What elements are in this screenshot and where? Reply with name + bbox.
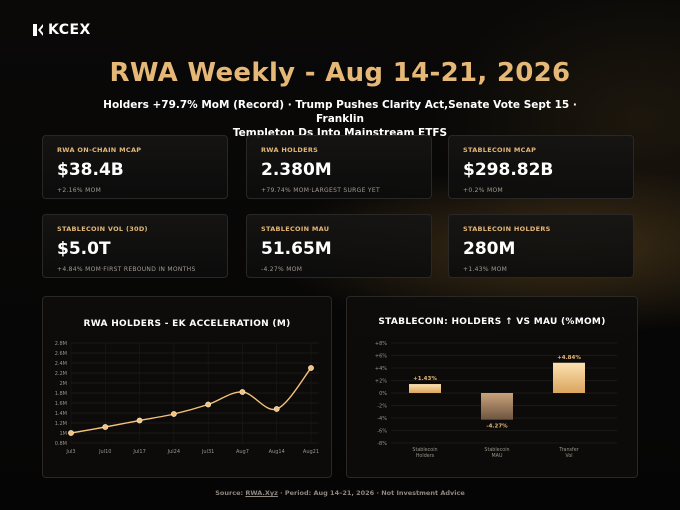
footer-suffix: · Period: Aug 14–21, 2026 · Not Investme… — [277, 489, 465, 497]
kpi-label: RWA ON-CHAIN MCAP — [57, 146, 142, 154]
y-tick-label: 1.4M — [55, 411, 67, 417]
x-tick-label: Jul3 — [65, 449, 75, 455]
kpi-change: +79.74% MOM·LARGEST SURGE YET — [261, 187, 380, 194]
x-tick-label: MAU — [492, 453, 503, 459]
x-tick-label: Holders — [416, 453, 435, 459]
stablecoin-bar-chart: -8% -6% -4% -2% 0% +2% +4% +6% +8% +1.43% Stableco… — [375, 341, 617, 459]
kpi-label: STABLECOIN MAU — [261, 225, 330, 233]
y-tick-label: +4% — [375, 366, 387, 372]
kcex-logo-icon — [32, 23, 44, 37]
x-tick-label: Vol — [565, 453, 572, 459]
kpi-change: +1.43% MOM — [463, 266, 508, 273]
y-tick-label: 2.2M — [55, 371, 67, 377]
kpi-card-rwa-holders: RWA HOLDERS 2.380M +79.74% MOM·LARGEST S… — [246, 135, 432, 199]
x-tick-label: Stablecoin — [484, 447, 509, 453]
kpi-value: $298.82B — [463, 160, 554, 180]
brand-logo: KCEX — [32, 22, 91, 38]
kpi-change: +4.84% MOM·FIRST REBOUND IN MONTHS — [57, 266, 196, 273]
kpi-card-stablecoin-mau: STABLECOIN MAU 51.65M -4.27% MOM — [246, 214, 432, 278]
bar — [409, 384, 441, 393]
kpi-change: +0.2% MOM — [463, 187, 503, 194]
x-tick-label: Jul31 — [201, 449, 214, 455]
subtitle-line-1: Holders +79.7% MoM (Record) · Trump Push… — [103, 99, 577, 125]
kpi-label: RWA HOLDERS — [261, 146, 319, 154]
y-tick-label: +6% — [375, 354, 387, 360]
y-tick-label: 2.8M — [55, 341, 67, 347]
kpi-card-stablecoin-vol: STABLECOIN VOL (30D) $5.0T +4.84% MOM·FI… — [42, 214, 228, 278]
kpi-card-stablecoin-holders: STABLECOIN HOLDERS 280M +1.43% MOM — [448, 214, 634, 278]
x-tick-label: Transfer — [558, 447, 578, 453]
stablecoin-bar-chart-panel: STABLECOIN: HOLDERS ↑ VS MAU (%MOM) -8% -… — [346, 296, 638, 478]
y-tick-label: 1M — [60, 431, 68, 437]
y-tick-label: +2% — [375, 379, 387, 385]
data-point — [239, 389, 246, 395]
data-point — [68, 430, 74, 436]
rwa-holders-chart-panel: RWA HOLDERS - EK ACCELERATION (M) 0.8M 1M… — [42, 296, 332, 478]
x-tick-label: Jul24 — [167, 449, 180, 455]
kpi-value: $38.4B — [57, 160, 124, 180]
kpi-card-rwa-mcap: RWA ON-CHAIN MCAP $38.4B +2.16% MOM — [42, 135, 228, 199]
y-tick-label: -2% — [377, 404, 387, 410]
y-tick-label: 1.6M — [55, 401, 67, 407]
x-tick-label: Aug14 — [269, 449, 285, 455]
x-tick-label: Aug7 — [236, 449, 249, 455]
data-point — [308, 365, 314, 371]
kpi-value: 51.65M — [261, 239, 332, 259]
kpi-change: +2.16% MOM — [57, 187, 102, 194]
kpi-label: STABLECOIN VOL (30D) — [57, 225, 148, 233]
bar — [481, 393, 513, 420]
footer-prefix: Source: — [215, 489, 246, 497]
x-tick-label: Aug21 — [303, 449, 319, 455]
page-subtitle: Holders +79.7% MoM (Record) · Trump Push… — [90, 98, 590, 140]
y-tick-label: -6% — [377, 429, 387, 435]
rwa-holders-line-chart: 0.8M 1M 1.2M 1.4M 1.6M 1.8M 2M 2.2M 2.4M 2.6M 2.8M… — [55, 341, 319, 455]
data-point — [136, 417, 143, 424]
y-tick-label: 2M — [60, 381, 68, 387]
y-tick-label: 1.8M — [55, 391, 67, 397]
data-label: +4.84% — [557, 355, 581, 361]
data-label: -4.27% — [486, 424, 508, 430]
kpi-value: 2.380M — [261, 160, 332, 180]
y-tick-label: 1.2M — [55, 421, 67, 427]
bar — [553, 362, 585, 393]
x-tick-label: Stablecoin — [412, 447, 437, 453]
data-point — [102, 424, 109, 430]
data-label: +1.43% — [413, 376, 437, 382]
y-tick-label: 0.8M — [55, 441, 67, 447]
data-point — [273, 406, 280, 412]
footer: Source: RWA.Xyz · Period: Aug 14–21, 202… — [0, 489, 680, 497]
page-title: RWA Weekly - Aug 14-21, 2026 — [109, 58, 571, 88]
y-tick-label: +8% — [375, 341, 387, 347]
source-link[interactable]: RWA.Xyz — [245, 489, 278, 497]
kpi-value: $5.0T — [57, 239, 111, 259]
x-tick-label: Jul10 — [98, 449, 111, 455]
brand-name: KCEX — [48, 22, 91, 38]
kpi-label: STABLECOIN HOLDERS — [463, 225, 551, 233]
data-point — [170, 411, 177, 417]
kpi-card-stablecoin-mcap: STABLECOIN MCAP $298.82B +0.2% MOM — [448, 135, 634, 199]
chart-title: STABLECOIN: HOLDERS ↑ VS MAU (%MOM) — [378, 317, 606, 327]
x-tick-label: Jul17 — [132, 449, 145, 455]
chart-title: RWA HOLDERS - EK ACCELERATION (M) — [83, 319, 291, 329]
y-tick-label: 2.6M — [55, 351, 67, 357]
y-tick-label: -4% — [377, 416, 387, 422]
kpi-value: 280M — [463, 239, 516, 259]
kpi-label: STABLECOIN MCAP — [463, 146, 537, 154]
y-tick-label: 0% — [379, 391, 387, 397]
y-tick-label: -8% — [377, 441, 387, 447]
kpi-change: -4.27% MOM — [261, 266, 303, 273]
data-point — [205, 401, 212, 408]
y-tick-label: 2.4M — [55, 361, 67, 367]
